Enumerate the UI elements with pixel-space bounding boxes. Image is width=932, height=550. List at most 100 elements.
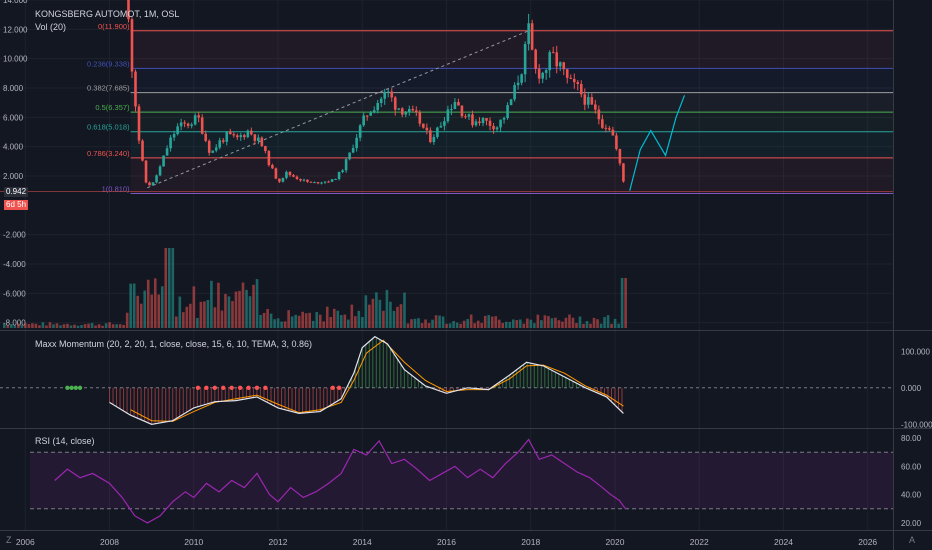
volume-bar xyxy=(564,317,568,328)
candle-body xyxy=(464,116,467,118)
candle-body xyxy=(422,123,425,128)
volume-bar xyxy=(382,310,385,328)
momentum-histogram xyxy=(109,337,623,425)
volume-bar xyxy=(561,321,564,328)
volume-bar xyxy=(606,315,610,328)
volume-indicator-label[interactable]: Vol (20) xyxy=(35,22,67,32)
volume-bar xyxy=(385,289,389,328)
momentum-sell-dot xyxy=(204,385,209,391)
fib-zone xyxy=(130,131,893,158)
candle-body xyxy=(165,148,169,156)
volume-bar xyxy=(125,312,129,328)
volume-bar xyxy=(150,294,154,328)
timezone-icon[interactable]: Z xyxy=(6,535,12,545)
rsi-indicator-label[interactable]: RSI (14, close) xyxy=(35,436,95,446)
volume-bar xyxy=(339,315,343,328)
candle-body xyxy=(478,121,481,124)
candle-body xyxy=(141,140,144,161)
volume-bar xyxy=(318,314,322,328)
volume-bar xyxy=(396,306,399,328)
candle-body xyxy=(502,118,506,120)
volume-bar xyxy=(287,310,290,328)
candle-body xyxy=(587,97,590,105)
volume-bar xyxy=(533,323,536,328)
volume-bar xyxy=(529,319,533,328)
candle-body xyxy=(418,112,422,124)
volume-bar xyxy=(322,321,326,328)
candle-body xyxy=(572,78,576,83)
x-tick-label: 2020 xyxy=(606,537,625,547)
candle-body xyxy=(583,94,587,105)
volume-bar xyxy=(210,280,213,328)
candle-body xyxy=(407,108,411,113)
x-tick-label: 2008 xyxy=(100,537,119,547)
candle-body xyxy=(148,182,151,186)
fib-level-label: 0.5(6.357) xyxy=(95,103,130,112)
rsi-line xyxy=(54,438,627,524)
momentum-sell-dot xyxy=(221,385,226,391)
volume-bar xyxy=(24,323,27,328)
candle-body xyxy=(207,140,211,153)
momentum-sell-dot xyxy=(229,385,234,391)
candle-body xyxy=(155,175,158,183)
volume-bar xyxy=(592,317,596,328)
candle-body xyxy=(534,49,537,69)
candle-body xyxy=(344,159,348,171)
volume-bar xyxy=(610,323,613,328)
x-tick-label: 2010 xyxy=(184,537,203,547)
x-tick-label: 2012 xyxy=(269,537,288,547)
candle-body xyxy=(506,105,509,119)
x-tick-label: 2022 xyxy=(690,537,709,547)
volume-bar xyxy=(55,323,59,328)
volume-bar xyxy=(452,321,455,328)
candle-body xyxy=(243,135,246,138)
momentum-sell-dot xyxy=(212,385,218,391)
volume-bar xyxy=(269,313,273,328)
volume-bar xyxy=(115,324,118,328)
candle-body xyxy=(183,122,186,124)
candle-body xyxy=(260,137,264,147)
candle-body xyxy=(509,99,513,106)
candle-body xyxy=(235,135,239,138)
candle-body xyxy=(594,104,597,110)
volume-bar xyxy=(266,309,269,328)
volume-bar xyxy=(3,324,6,328)
candle-body xyxy=(137,106,141,141)
volume-bar xyxy=(466,319,469,328)
momentum-indicator-label[interactable]: Maxx Momentum (20, 2, 20, 1, close, clos… xyxy=(35,339,312,349)
volume-bar xyxy=(90,322,94,328)
fib-zone xyxy=(130,68,893,93)
candle-body xyxy=(358,125,362,138)
volume-bar xyxy=(420,323,424,328)
volume-bar xyxy=(248,296,252,328)
volume-bar xyxy=(547,316,550,328)
candle-body xyxy=(200,117,204,134)
volume-bar xyxy=(259,314,262,328)
volume-bar xyxy=(241,282,245,328)
candle-body xyxy=(127,0,130,20)
candle-body xyxy=(313,182,316,184)
volume-bar xyxy=(31,323,34,328)
candle-body xyxy=(323,181,327,183)
volume-bar xyxy=(325,306,329,328)
volume-bar xyxy=(139,303,143,328)
candle-body xyxy=(211,150,215,153)
volume-bar xyxy=(122,324,125,328)
rsi-tick-label: 40.00 xyxy=(901,491,922,500)
fib-level-label: 1(0.810) xyxy=(102,184,130,193)
volume-bar xyxy=(315,312,319,328)
volume-bar xyxy=(27,324,31,328)
volume-bar xyxy=(389,301,392,328)
candle-body xyxy=(443,121,446,126)
volume-bar xyxy=(203,301,206,328)
volume-bar xyxy=(132,283,136,328)
auto-scale-icon[interactable]: A xyxy=(909,535,916,545)
volume-bar xyxy=(620,278,624,328)
volume-bar xyxy=(617,323,620,328)
candle-body xyxy=(232,134,236,136)
candle-body xyxy=(306,179,309,182)
volume-bar xyxy=(413,318,417,328)
candle-body xyxy=(274,168,278,179)
candle-body xyxy=(576,82,580,84)
